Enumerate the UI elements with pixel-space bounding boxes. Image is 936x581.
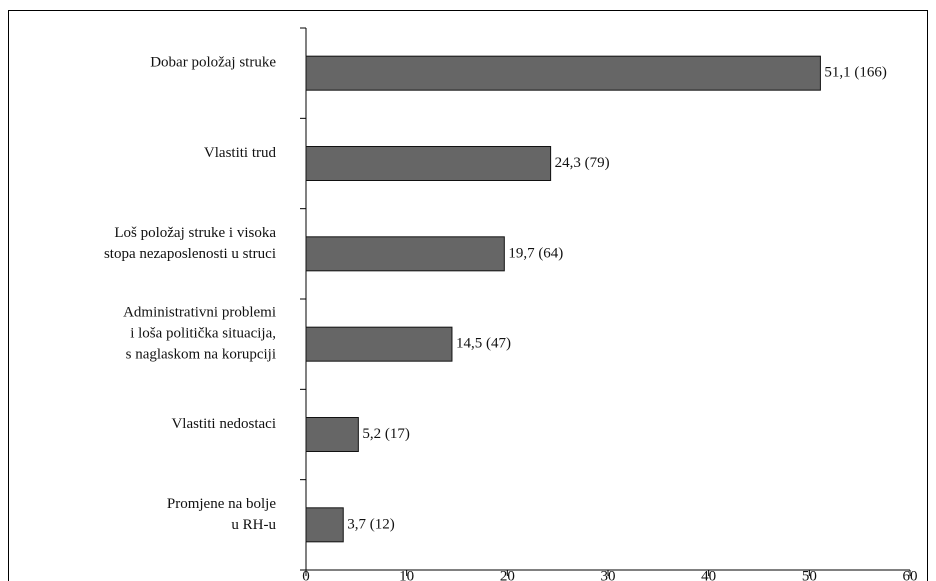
x-tick-label: 0 xyxy=(302,568,310,581)
value-label: 24,3 (79) xyxy=(555,155,610,171)
y-tick-label: i loša politička situacija, xyxy=(130,326,276,342)
bar xyxy=(305,417,359,452)
value-label: 14,5 (47) xyxy=(456,336,511,352)
bar xyxy=(305,146,552,181)
value-label: 19,7 (64) xyxy=(508,245,563,261)
y-tick-label: Vlastiti trud xyxy=(204,145,277,161)
value-label: 51,1 (166) xyxy=(824,65,887,81)
y-tick-label: Vlastiti nedostaci xyxy=(171,416,276,432)
y-tick-label: Dobar položaj struke xyxy=(150,55,276,71)
y-tick-label: Loš položaj struke i visoka xyxy=(114,225,276,241)
bar xyxy=(305,55,821,91)
x-tick-label: 30 xyxy=(601,568,616,581)
x-tick-label: 40 xyxy=(701,568,716,581)
x-tick-label: 50 xyxy=(802,568,817,581)
y-tick-label: Promjene na bolje xyxy=(167,496,276,512)
bar xyxy=(305,507,344,543)
bar xyxy=(305,326,453,362)
frame xyxy=(8,10,928,581)
x-tick-label: 10 xyxy=(399,568,414,581)
y-tick-label: u RH-u xyxy=(231,517,276,533)
x-tick-label: 60 xyxy=(903,568,918,581)
y-tick-label: s naglaskom na korupciji xyxy=(126,347,276,363)
y-tick-label: stopa nezaposlenosti u struci xyxy=(104,246,276,262)
bar xyxy=(305,236,505,272)
y-tick-label: Administrativni problemi xyxy=(123,305,276,321)
x-tick-label: 20 xyxy=(500,568,515,581)
value-label: 3,7 (12) xyxy=(347,516,395,532)
value-label: 5,2 (17) xyxy=(362,426,410,442)
